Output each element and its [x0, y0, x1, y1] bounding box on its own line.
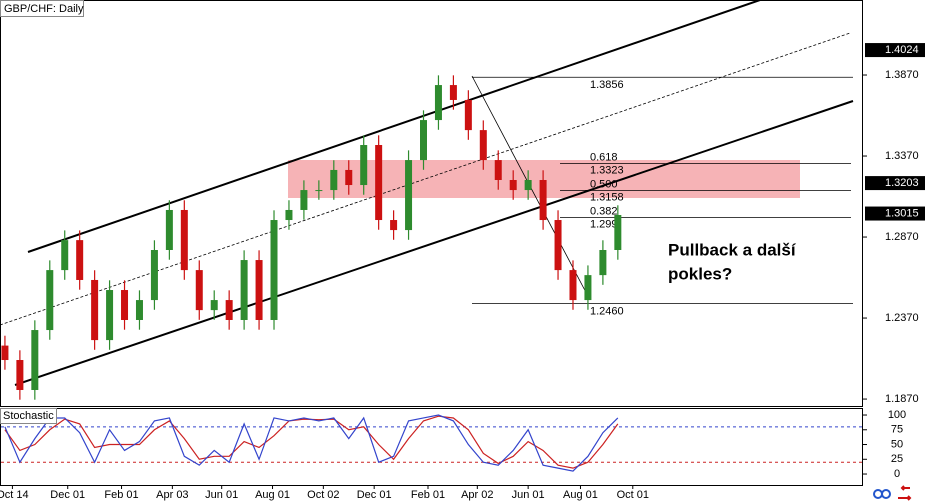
x-tick-label: Oct 01: [617, 489, 649, 501]
y-tick-label: 1.3370: [885, 150, 919, 162]
main-panel-frame: [0, 0, 863, 407]
candle-body: [76, 240, 84, 280]
fib-price: 1.299: [590, 219, 618, 231]
candle-body: [135, 300, 143, 320]
x-tick-label: Feb 01: [104, 489, 138, 501]
x-tick-label: Oct 02: [307, 489, 339, 501]
candle-body: [405, 160, 413, 231]
level-label: 1.3856: [590, 79, 624, 91]
candle-body: [270, 220, 278, 320]
link-icon[interactable]: [881, 489, 891, 499]
x-tick-label: Jun 01: [512, 489, 545, 501]
candle-body: [165, 209, 173, 251]
price-marker-label: 1.3015: [885, 207, 919, 219]
nav-icons[interactable]: [873, 485, 912, 501]
candle-body: [584, 275, 592, 301]
channel-upper: [27, 0, 761, 253]
candle-body: [1, 345, 9, 361]
indicator-line: [4, 414, 619, 472]
price-marker: [865, 206, 925, 221]
price-marker: [865, 43, 925, 58]
x-tick-label: Aug 01: [255, 489, 290, 501]
candle-body: [240, 260, 248, 320]
candle-body: [210, 300, 218, 311]
candle-body: [509, 180, 517, 191]
candle-body: [180, 209, 188, 271]
x-tick-label: Dec 01: [357, 489, 392, 501]
chart-title: GBP/CHF: Daily: [4, 3, 84, 15]
x-tick-label: Apr 03: [156, 489, 188, 501]
candle-body: [539, 180, 547, 221]
candle-body: [225, 300, 233, 320]
candle-body: [285, 209, 293, 221]
candle-body: [614, 215, 622, 251]
fib-price: 1.3158: [590, 191, 624, 203]
price-marker: [865, 176, 925, 191]
candle-body: [375, 145, 383, 221]
candle-body: [31, 330, 39, 390]
y-tick-label: 1.2870: [885, 231, 919, 243]
candle-body: [255, 260, 263, 320]
candle-body: [106, 290, 114, 341]
level-label: 1.2460: [590, 305, 624, 317]
candle-body: [300, 190, 308, 210]
candle-body: [61, 240, 69, 271]
fib-ratio: 0.618: [590, 152, 618, 164]
candle-body: [46, 270, 54, 331]
title-box: [0, 0, 84, 17]
indicator-y-tick-label: 100: [888, 409, 906, 421]
candle-body: [360, 145, 368, 186]
annotation: Pullback a další: [668, 240, 797, 259]
fib-ratio: 0.500: [590, 178, 618, 190]
candle-body: [434, 85, 442, 121]
candle-body: [345, 169, 353, 186]
candle-body: [91, 279, 99, 341]
x-tick-label: Jun 01: [205, 489, 238, 501]
fib-ratio: 0.382: [590, 206, 618, 218]
x-tick-label: Aug 01: [563, 489, 598, 501]
y-tick-label: 1.2370: [885, 312, 919, 324]
annotation: pokles?: [668, 264, 732, 283]
candle-body: [569, 270, 577, 301]
x-tick-label: Oct 14: [0, 489, 29, 501]
candle-body: [420, 120, 428, 161]
fib-price: 1.3323: [590, 165, 624, 177]
y-tick-label: 1.3870: [885, 69, 919, 81]
price-marker-label: 1.3203: [885, 177, 919, 189]
indicator-title: Stochastic: [3, 410, 54, 422]
candle-body: [150, 250, 158, 301]
candle-body: [449, 85, 457, 100]
indicator-y-tick-label: 50: [891, 438, 903, 450]
candle-body: [330, 169, 338, 191]
x-tick-label: Apr 02: [461, 489, 493, 501]
candle-body: [479, 130, 487, 161]
candle-body: [554, 220, 562, 271]
candle-body: [121, 290, 129, 320]
candle-body: [315, 190, 323, 192]
indicator-panel-frame: [0, 408, 863, 486]
candle-body: [195, 270, 203, 311]
indicator-y-tick-label: 0: [894, 468, 900, 480]
price-marker-label: 1.4024: [885, 44, 919, 56]
candle-body: [390, 220, 398, 231]
x-tick-label: Feb 01: [411, 489, 445, 501]
y-tick-label: 1.1870: [885, 393, 919, 405]
indicator-y-tick-label: 25: [891, 453, 903, 465]
scroll-icon[interactable]: [898, 485, 912, 501]
candle-body: [464, 99, 472, 131]
indicator-y-tick-label: 75: [891, 424, 903, 436]
x-tick-label: Dec 01: [50, 489, 85, 501]
candle-body: [494, 160, 502, 181]
candle-body: [524, 180, 532, 191]
indicator-title-box: [0, 408, 57, 424]
candle-body: [16, 360, 24, 390]
channel-lower: [14, 100, 854, 386]
candle-body: [599, 250, 607, 276]
